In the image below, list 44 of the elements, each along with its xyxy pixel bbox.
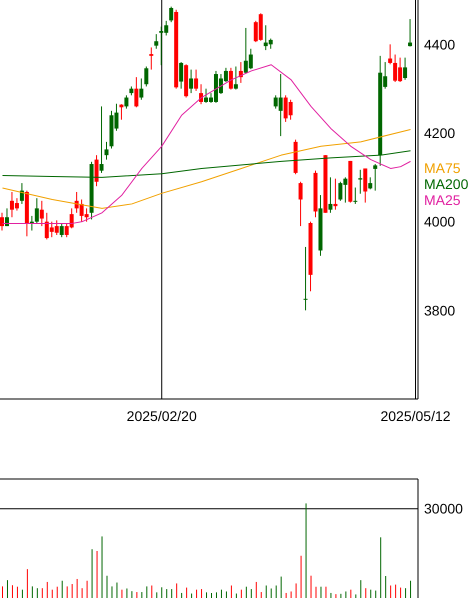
candlestick	[234, 66, 238, 90]
candlestick	[328, 176, 332, 214]
y-tick-label: 4400	[424, 36, 456, 52]
candlestick	[368, 176, 372, 190]
candlestick	[333, 178, 338, 210]
candlestick	[169, 6, 174, 23]
text: MA75	[424, 160, 462, 176]
line-series	[2, 128, 412, 209]
candlestick	[119, 104, 124, 120]
text: MA25	[424, 192, 462, 208]
candlestick	[408, 18, 412, 48]
candlestick	[40, 200, 44, 227]
candlestick	[353, 187, 358, 204]
candlestick	[304, 246, 308, 311]
candlestick	[179, 62, 184, 90]
candlestick	[298, 181, 303, 227]
x-tick-label: 2025/02/20	[126, 408, 197, 424]
candlestick	[94, 154, 99, 187]
y-tick-label: 30000	[424, 500, 464, 517]
candlestick	[0, 212, 4, 232]
y-tick-label: 3800	[424, 302, 456, 318]
candlestick	[358, 169, 362, 194]
candlestick	[363, 168, 368, 204]
candlestick	[34, 198, 39, 224]
candlestick	[189, 69, 194, 94]
candlestick	[124, 94, 128, 110]
candlestick	[373, 164, 378, 192]
candlestick	[403, 57, 408, 80]
y-tick-label: 4000	[424, 214, 456, 230]
candlestick	[149, 46, 154, 70]
candlestick	[194, 69, 198, 92]
candlestick	[388, 44, 392, 65]
candlestick	[144, 66, 148, 87]
candlestick	[139, 78, 144, 100]
candlestick	[228, 67, 233, 90]
candlestick	[154, 34, 158, 50]
candlestick	[100, 106, 104, 174]
candlestick	[104, 141, 108, 160]
candlestick	[20, 182, 24, 204]
text: MA200	[424, 176, 468, 192]
x-tick-label: 2025/05/12	[380, 408, 451, 424]
candlestick	[134, 76, 138, 108]
y-tick-label: 4200	[424, 124, 456, 141]
candlestick	[60, 223, 64, 238]
